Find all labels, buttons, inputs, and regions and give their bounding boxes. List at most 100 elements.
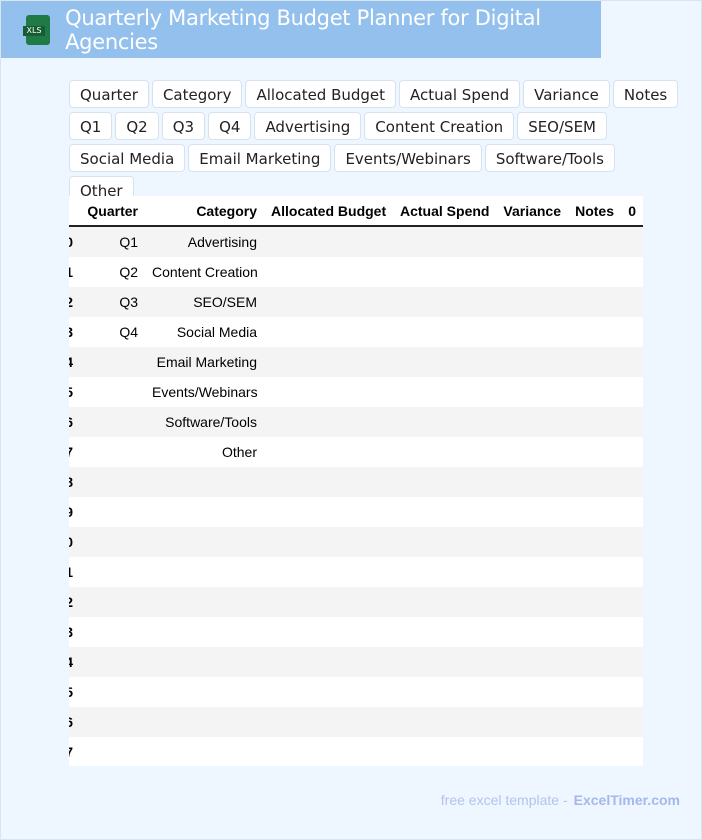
table-cell[interactable] <box>393 467 496 497</box>
table-cell[interactable] <box>496 317 568 347</box>
tag-button[interactable]: Actual Spend <box>399 80 521 108</box>
table-cell[interactable] <box>264 647 393 677</box>
table-cell[interactable] <box>80 347 145 377</box>
table-cell[interactable] <box>621 377 643 407</box>
table-cell[interactable] <box>496 647 568 677</box>
table-cell[interactable] <box>568 347 621 377</box>
table-cell[interactable] <box>145 647 264 677</box>
table-cell[interactable] <box>621 647 643 677</box>
table-cell[interactable]: Q2 <box>119 264 138 280</box>
table-cell[interactable] <box>621 226 643 257</box>
tag-button[interactable]: Email Marketing <box>188 144 332 172</box>
table-cell[interactable] <box>568 647 621 677</box>
table-cell[interactable] <box>264 257 393 287</box>
table-cell[interactable] <box>393 737 496 766</box>
tag-button[interactable]: Notes <box>612 80 679 108</box>
table-cell[interactable]: Software/Tools <box>165 414 257 430</box>
table-cell[interactable] <box>621 737 643 766</box>
table-cell[interactable] <box>264 467 393 497</box>
table-cell[interactable] <box>393 226 496 257</box>
table-cell[interactable] <box>80 407 145 437</box>
table-cell[interactable] <box>568 617 621 647</box>
table-cell[interactable] <box>80 497 145 527</box>
table-cell[interactable] <box>80 707 145 737</box>
tag-button[interactable]: Variance <box>523 80 610 108</box>
table-cell[interactable] <box>568 587 621 617</box>
table-cell[interactable] <box>80 467 145 497</box>
table-cell[interactable] <box>393 287 496 317</box>
table-cell[interactable] <box>80 437 145 467</box>
tag-button[interactable]: Q3 <box>161 112 206 140</box>
table-cell[interactable] <box>496 527 568 557</box>
table-cell[interactable]: Q1 <box>119 234 138 250</box>
table-cell[interactable] <box>393 587 496 617</box>
table-cell[interactable]: Q4 <box>119 324 138 340</box>
table-cell[interactable]: Events/Webinars <box>152 384 258 400</box>
table-cell[interactable] <box>264 497 393 527</box>
table-cell[interactable] <box>496 377 568 407</box>
table-cell[interactable] <box>568 226 621 257</box>
table-cell[interactable] <box>568 407 621 437</box>
table-cell[interactable]: Content Creation <box>152 264 258 280</box>
table-cell[interactable] <box>145 527 264 557</box>
column-header[interactable]: Quarter <box>80 196 145 227</box>
table-cell[interactable] <box>264 347 393 377</box>
tag-button[interactable]: Allocated Budget <box>245 80 397 108</box>
table-cell[interactable] <box>496 407 568 437</box>
table-cell[interactable] <box>568 467 621 497</box>
table-cell[interactable] <box>80 377 145 407</box>
table-cell[interactable] <box>496 677 568 707</box>
table-cell[interactable] <box>80 527 145 557</box>
table-cell[interactable] <box>568 557 621 587</box>
table-cell[interactable] <box>496 287 568 317</box>
table-cell[interactable] <box>496 707 568 737</box>
table-cell[interactable] <box>264 407 393 437</box>
table-cell[interactable] <box>621 497 643 527</box>
table-cell[interactable] <box>393 497 496 527</box>
table-cell[interactable] <box>80 647 145 677</box>
table-cell[interactable] <box>264 737 393 766</box>
table-cell[interactable] <box>568 257 621 287</box>
table-cell[interactable] <box>393 677 496 707</box>
table-cell[interactable] <box>264 226 393 257</box>
table-cell[interactable] <box>145 617 264 647</box>
table-cell[interactable] <box>264 557 393 587</box>
column-header[interactable]: Category <box>145 196 264 227</box>
table-cell[interactable] <box>393 437 496 467</box>
table-cell[interactable] <box>621 587 643 617</box>
table-cell[interactable]: Advertising <box>187 234 257 250</box>
table-cell[interactable] <box>393 317 496 347</box>
column-header[interactable]: Allocated Budget <box>264 196 393 227</box>
table-cell[interactable] <box>496 437 568 467</box>
table-cell[interactable] <box>145 497 264 527</box>
tag-button[interactable]: Q4 <box>208 112 252 140</box>
tag-button[interactable]: Social Media <box>69 144 186 172</box>
tag-button[interactable]: Q2 <box>115 112 159 140</box>
table-cell[interactable] <box>568 497 621 527</box>
table-cell[interactable] <box>568 287 621 317</box>
table-cell[interactable]: Q3 <box>119 294 138 310</box>
table-cell[interactable] <box>393 377 496 407</box>
table-cell[interactable]: Social Media <box>176 324 257 340</box>
table-cell[interactable] <box>496 737 568 766</box>
table-cell[interactable] <box>568 527 621 557</box>
table-cell[interactable] <box>568 437 621 467</box>
table-cell[interactable]: Email Marketing <box>156 354 257 370</box>
table-cell[interactable] <box>393 647 496 677</box>
table-cell[interactable] <box>568 707 621 737</box>
table-cell[interactable] <box>145 707 264 737</box>
table-cell[interactable] <box>264 707 393 737</box>
table-cell[interactable] <box>393 617 496 647</box>
table-cell[interactable] <box>621 467 643 497</box>
table-cell[interactable] <box>496 257 568 287</box>
table-cell[interactable] <box>496 617 568 647</box>
table-cell[interactable] <box>568 317 621 347</box>
footer-brand-link[interactable]: ExcelTimer.com <box>573 792 680 808</box>
column-header[interactable]: Variance <box>496 196 568 227</box>
table-cell[interactable] <box>621 347 643 377</box>
tag-button[interactable]: Software/Tools <box>484 144 615 172</box>
table-cell[interactable] <box>496 557 568 587</box>
table-cell[interactable] <box>568 677 621 707</box>
table-cell[interactable] <box>496 226 568 257</box>
table-cell[interactable] <box>145 677 264 707</box>
